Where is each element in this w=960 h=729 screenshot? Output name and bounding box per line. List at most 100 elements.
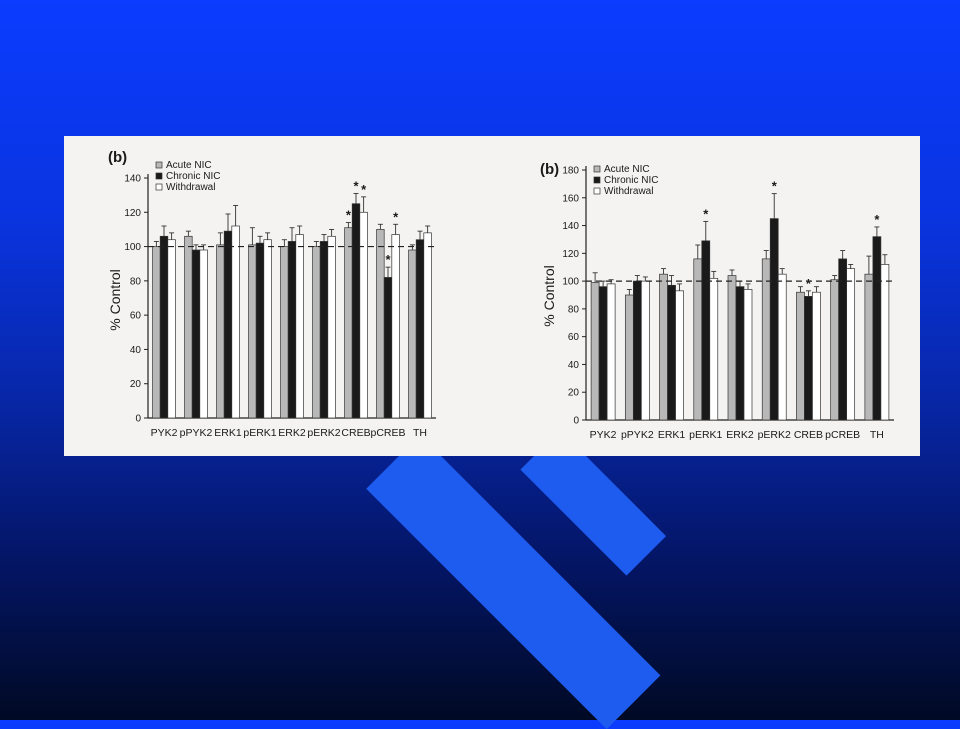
bar xyxy=(199,249,208,419)
bar xyxy=(632,280,642,421)
bar xyxy=(761,258,771,421)
y-tick-label: 60 xyxy=(568,332,580,343)
bar xyxy=(184,235,193,419)
bar xyxy=(263,239,272,419)
y-tick-label: 140 xyxy=(562,221,579,232)
bar xyxy=(640,280,650,421)
legend-swatch xyxy=(155,183,163,191)
x-tick-label: pERK1 xyxy=(243,427,276,439)
y-tick-label: 100 xyxy=(124,242,141,253)
legend-label: Withdrawal xyxy=(604,186,653,197)
bar xyxy=(359,211,368,419)
y-tick-label: 20 xyxy=(568,388,580,399)
bar xyxy=(624,294,634,421)
legend-label: Acute NIC xyxy=(166,160,212,171)
x-tick-label: pCREB xyxy=(825,429,860,441)
x-tick-label: CREB xyxy=(341,427,370,439)
bar xyxy=(255,242,265,419)
bar xyxy=(675,290,684,421)
legend-label: Chronic NIC xyxy=(166,171,220,182)
legend-label: Acute NIC xyxy=(604,164,650,175)
bar xyxy=(701,240,711,421)
x-tick-label: TH xyxy=(870,429,884,441)
y-tick-label: 120 xyxy=(562,249,579,260)
y-tick-label: 180 xyxy=(562,166,579,177)
significance-marker: * xyxy=(385,252,391,267)
x-tick-label: pCREB xyxy=(370,427,405,439)
x-tick-label: pERK2 xyxy=(307,427,340,439)
x-tick-label: PYK2 xyxy=(590,429,617,441)
bar xyxy=(391,234,400,419)
x-tick-label: PYK2 xyxy=(151,427,178,439)
y-tick-label: 120 xyxy=(124,208,141,219)
bar xyxy=(864,273,874,421)
bar xyxy=(248,244,257,419)
bar xyxy=(872,236,882,421)
y-tick-label: 80 xyxy=(568,304,580,315)
bar xyxy=(727,275,737,421)
bar xyxy=(659,273,668,421)
legend-swatch xyxy=(155,172,163,180)
bar xyxy=(167,239,176,419)
y-tick-label: 100 xyxy=(562,277,579,288)
bar xyxy=(812,291,821,421)
y-tick-label: 160 xyxy=(562,193,579,204)
significance-marker: * xyxy=(874,212,880,227)
x-tick-label: pERK2 xyxy=(758,429,791,441)
bar xyxy=(590,282,600,421)
bar xyxy=(408,249,417,419)
bar xyxy=(319,241,329,419)
significance-marker: * xyxy=(772,179,778,194)
y-tick-label: 20 xyxy=(130,379,142,390)
y-axis-label: % Control xyxy=(541,265,557,326)
y-tick-label: 140 xyxy=(124,174,141,185)
significance-marker: * xyxy=(703,206,709,221)
bar xyxy=(351,203,361,419)
bar xyxy=(598,286,608,421)
bar xyxy=(743,289,753,421)
x-tick-label: ERK1 xyxy=(214,427,242,439)
y-tick-label: 60 xyxy=(130,311,142,322)
y-tick-label: 0 xyxy=(573,416,579,427)
bar xyxy=(606,283,616,421)
x-tick-label: pPYK2 xyxy=(180,427,213,439)
significance-marker: * xyxy=(346,208,352,223)
x-tick-label: TH xyxy=(413,427,427,439)
panel-label: (b) xyxy=(540,161,559,178)
bar xyxy=(777,273,787,421)
bar xyxy=(231,225,240,419)
legend-swatch xyxy=(593,165,601,173)
legend-swatch xyxy=(155,161,163,169)
legend-swatch xyxy=(593,176,601,184)
bar xyxy=(709,277,719,421)
bar xyxy=(383,277,393,419)
significance-marker: * xyxy=(393,209,399,224)
bar xyxy=(804,296,813,421)
significance-marker: * xyxy=(806,276,812,291)
y-tick-label: 80 xyxy=(130,276,142,287)
bar xyxy=(152,246,161,419)
bar xyxy=(415,239,425,419)
bar xyxy=(846,268,856,421)
x-tick-label: CREB xyxy=(794,429,823,441)
bar xyxy=(216,244,225,419)
bar xyxy=(735,286,745,421)
bar xyxy=(796,291,805,421)
figure-panel: (b) 0 20 40 60 80 100 120 140% Control PYK2 pPYK2 E… xyxy=(64,136,920,456)
bar xyxy=(376,229,385,419)
bar xyxy=(830,279,840,421)
legend-label: Withdrawal xyxy=(166,182,215,193)
x-tick-label: pERK1 xyxy=(689,429,722,441)
x-tick-label: ERK2 xyxy=(726,429,754,441)
bar xyxy=(880,264,890,421)
bar xyxy=(287,241,297,419)
x-tick-label: ERK1 xyxy=(658,429,686,441)
x-tick-label: ERK2 xyxy=(278,427,306,439)
x-tick-label: pPYK2 xyxy=(621,429,654,441)
background-stripe-left xyxy=(366,435,661,729)
bar xyxy=(344,227,353,419)
y-tick-label: 0 xyxy=(135,414,141,425)
significance-marker: * xyxy=(361,182,367,197)
bar xyxy=(280,246,289,419)
